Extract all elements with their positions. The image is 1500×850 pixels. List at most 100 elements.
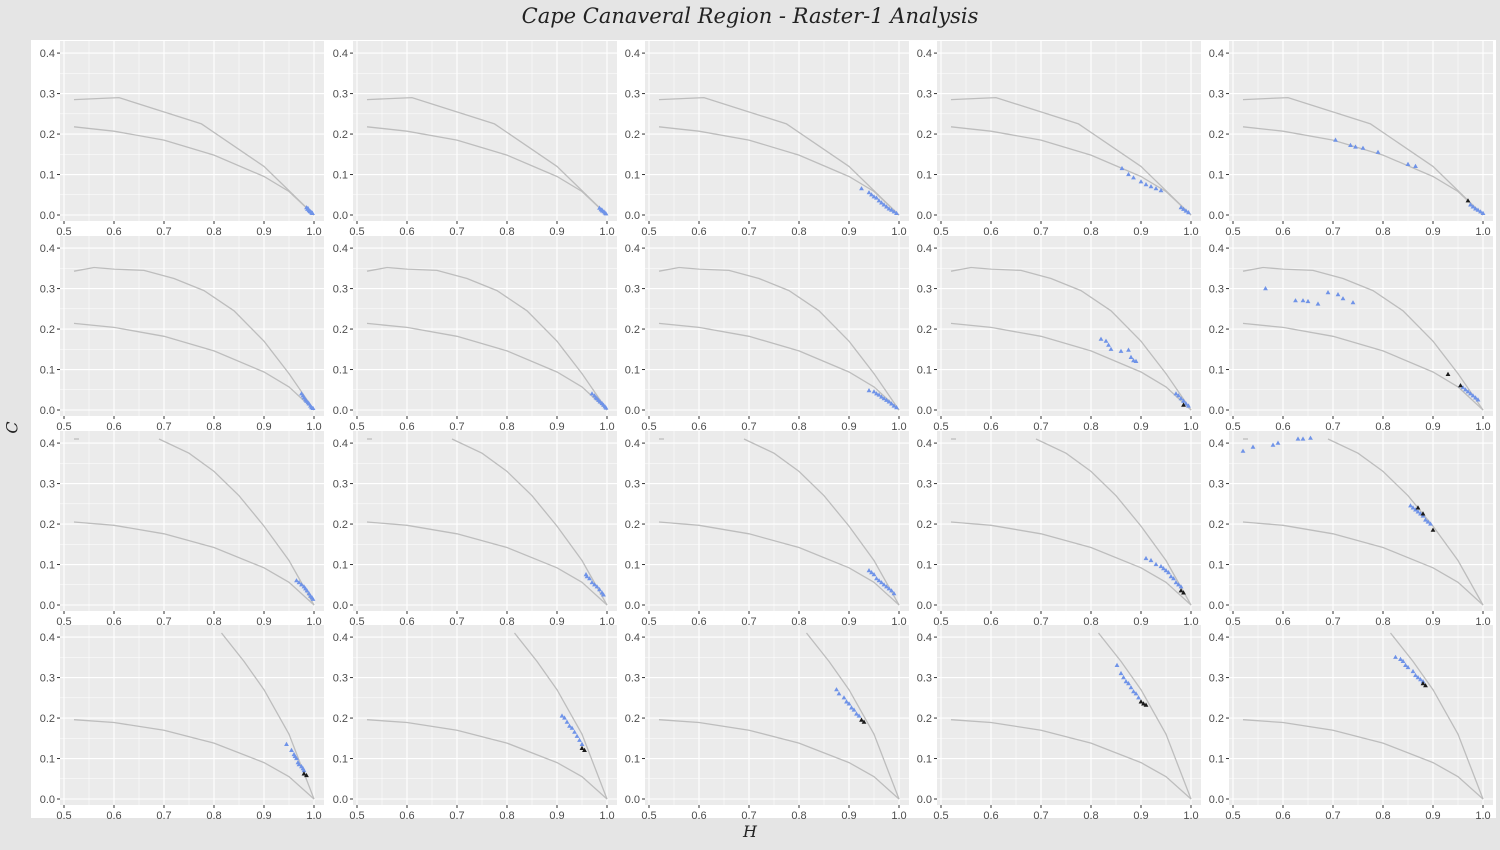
lower-bound-curve — [1242, 126, 1484, 216]
facet-panel: 0.00.10.20.30.40.5 0.6 0.7 0.8 0.9 1.0 — [1209, 431, 1493, 628]
y-tick-label: 0.0 — [625, 794, 640, 806]
data-point-dark — [1420, 681, 1426, 686]
data-point-dark — [1458, 383, 1463, 388]
x-tick-label: 1.0 — [891, 421, 906, 433]
data-point — [844, 699, 849, 704]
data-point — [1468, 202, 1473, 207]
data-point — [1178, 584, 1184, 589]
y-tick-label: 0.2 — [625, 519, 640, 531]
y-tick-label: 0.4 — [1209, 632, 1224, 644]
y-tick-label: 0.1 — [1209, 365, 1224, 377]
lower-bound-curve — [73, 719, 315, 800]
data-point — [1350, 300, 1356, 305]
x-tick-label: 0.6 — [983, 810, 998, 822]
data-point — [1405, 664, 1411, 670]
data-point — [1114, 662, 1120, 667]
x-tick-label: 1.0 — [599, 810, 614, 822]
data-point — [876, 578, 882, 583]
x-tick-label: 0.8 — [1375, 810, 1390, 822]
x-tick-label: 1.0 — [599, 421, 614, 433]
y-tick-label: 0.0 — [333, 210, 348, 222]
y-tick-label: 0.4 — [917, 438, 932, 450]
data-point — [1475, 397, 1481, 402]
x-tick-label: 0.8 — [499, 810, 514, 822]
data-point — [1108, 346, 1114, 351]
y-tick-label: 0.1 — [333, 170, 348, 182]
x-tick-label: 0.8 — [1083, 421, 1098, 433]
data-point — [584, 574, 590, 579]
data-point — [1405, 161, 1411, 166]
data-point — [1176, 393, 1181, 398]
data-point — [884, 397, 889, 402]
data-point — [310, 596, 316, 601]
x-tick-label: 0.6 — [106, 810, 121, 822]
facet-panel: 0.00.10.20.30.40.5 0.6 0.7 0.8 0.9 1.0 — [40, 236, 324, 433]
y-tick-label: 0.3 — [40, 479, 55, 491]
data-point — [1186, 210, 1191, 215]
data-point — [1360, 145, 1366, 150]
data-point — [869, 192, 874, 197]
y-tick-label: 0.3 — [40, 89, 55, 101]
x-tick-label: 0.8 — [1083, 226, 1098, 238]
upper-bound-curve — [451, 438, 608, 606]
y-tick-label: 0.1 — [333, 754, 348, 766]
x-tick-label: 0.5 — [56, 226, 71, 238]
upper-bound-curve — [805, 632, 900, 800]
data-point — [1131, 689, 1136, 694]
x-tick-label: 0.8 — [1375, 421, 1390, 433]
upper-bound-curve — [950, 96, 1192, 216]
data-point — [587, 576, 592, 581]
x-tick-label: 0.8 — [791, 421, 806, 433]
data-point — [1418, 677, 1423, 682]
data-point — [869, 570, 874, 575]
data-point — [894, 210, 899, 215]
y-tick-label: 0.4 — [1209, 243, 1224, 255]
data-point — [1428, 521, 1433, 526]
data-point-dark — [1141, 701, 1146, 706]
data-point — [866, 388, 872, 393]
y-tick-label: 0.4 — [1209, 438, 1224, 450]
data-point — [1240, 448, 1246, 453]
lower-bound-curve — [73, 521, 315, 606]
data-point — [597, 587, 602, 592]
y-tick-label: 0.4 — [40, 243, 55, 255]
x-tick-label: 0.6 — [106, 226, 121, 238]
x-tick-label: 0.5 — [641, 810, 656, 822]
y-tick-label: 0.1 — [40, 170, 55, 182]
data-point — [1148, 184, 1154, 189]
y-tick-label: 0.2 — [40, 713, 55, 725]
x-tick-label: 1.0 — [1475, 226, 1490, 238]
y-tick-label: 0.1 — [40, 560, 55, 572]
y-tick-label: 0.4 — [333, 632, 348, 644]
upper-bound-curve — [1242, 96, 1484, 216]
data-point — [1460, 385, 1466, 390]
data-point — [1133, 691, 1139, 696]
data-point — [891, 591, 897, 596]
panel-background — [1229, 41, 1493, 221]
facet-panel: 0.00.10.20.30.40.5 0.6 0.7 0.8 0.9 1.0 — [625, 431, 909, 628]
x-tick-label: 0.6 — [1275, 421, 1290, 433]
facet-panel: 0.00.10.20.30.40.5 0.6 0.7 0.8 0.9 1.0 — [333, 625, 617, 822]
data-point — [299, 582, 304, 587]
y-tick-label: 0.2 — [917, 519, 932, 531]
facet-panel: 0.00.10.20.30.40.5 0.6 0.7 0.8 0.9 1.0 — [333, 431, 617, 628]
facet-panel: 0.00.10.20.30.40.5 0.6 0.7 0.8 0.9 1.0 — [625, 236, 909, 433]
data-point — [1183, 208, 1189, 213]
data-point — [884, 204, 889, 209]
y-tick-label: 0.1 — [40, 754, 55, 766]
data-point — [1293, 298, 1298, 303]
data-point — [289, 747, 294, 752]
data-point — [1333, 137, 1338, 142]
x-tick-label: 0.7 — [449, 421, 464, 433]
y-tick-label: 0.2 — [917, 129, 932, 141]
facet-panel: 0.00.10.20.30.40.5 0.6 0.7 0.8 0.9 1.0 — [333, 41, 617, 238]
y-tick-label: 0.4 — [917, 243, 932, 255]
data-point — [574, 733, 580, 738]
x-tick-label: 1.0 — [306, 810, 321, 822]
y-tick-label: 0.0 — [333, 600, 348, 612]
panel-background — [645, 41, 909, 221]
data-point — [1173, 580, 1179, 585]
data-point — [834, 687, 839, 692]
data-point — [1415, 509, 1421, 514]
